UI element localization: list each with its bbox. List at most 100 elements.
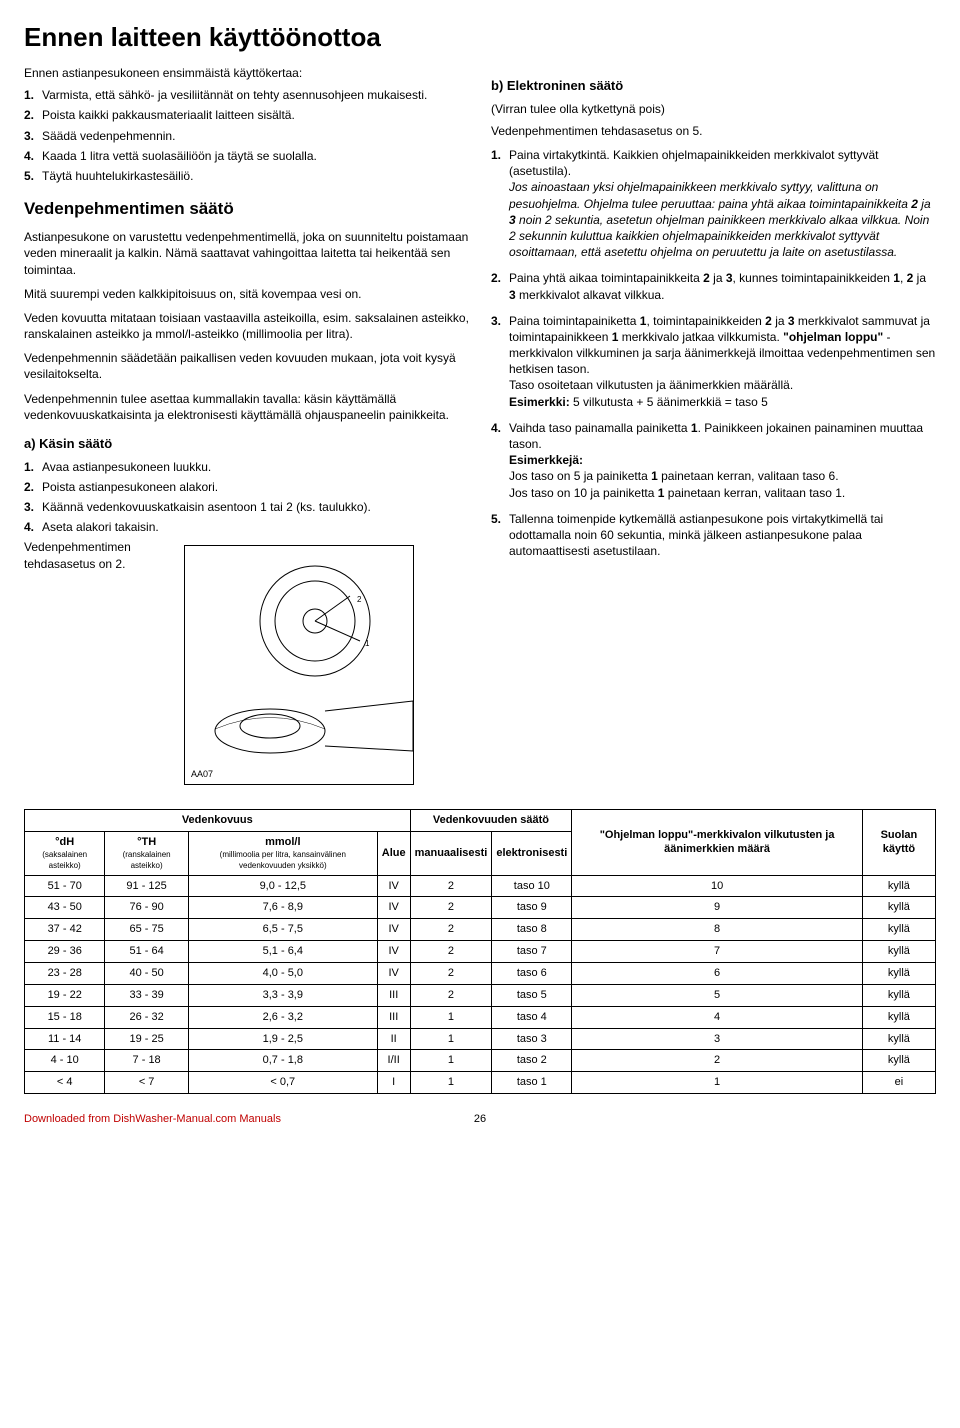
table-cell: IV — [377, 941, 410, 963]
table-cell: 2 — [410, 897, 492, 919]
page-number: 26 — [474, 1112, 486, 1127]
table-cell: < 0,7 — [188, 1072, 377, 1094]
table-cell: 2 — [410, 962, 492, 984]
content-columns: Ennen astianpesukoneen ensimmäistä käytt… — [24, 65, 936, 785]
table-cell: 5 — [572, 984, 863, 1006]
th-th: °TH(ranskalainen asteikko) — [105, 832, 188, 875]
table-row: 19 - 2233 - 393,3 - 3,9III2taso 55kyllä — [25, 984, 936, 1006]
table-cell: taso 4 — [492, 1006, 572, 1028]
table-cell: 43 - 50 — [25, 897, 105, 919]
table-cell: 1 — [410, 1050, 492, 1072]
table-cell: 3,3 - 3,9 — [188, 984, 377, 1006]
th-group-flashes: "Ohjelman loppu"-merkkivalon vilkutusten… — [572, 810, 863, 875]
table-cell: kyllä — [862, 1050, 935, 1072]
table-body: 51 - 7091 - 1259,0 - 12,5IV2taso 1010kyl… — [25, 875, 936, 1093]
step-text: Paina toimintapainiketta 1, toimintapain… — [509, 313, 936, 410]
table-cell: 2 — [410, 941, 492, 963]
step-num: 4. — [24, 519, 42, 535]
intro-text: Ennen astianpesukoneen ensimmäistä käytt… — [24, 65, 469, 81]
table-cell: kyllä — [862, 919, 935, 941]
step-num: 3. — [24, 128, 42, 144]
factory-setting-text: Vedenpehmentimen tehdasasetus on 2. — [24, 539, 174, 571]
th-manual: manuaalisesti — [410, 832, 492, 875]
table-cell: 7,6 - 8,9 — [188, 897, 377, 919]
table-cell: kyllä — [862, 1028, 935, 1050]
table-row: 4 - 107 - 180,7 - 1,8I/II1taso 22kyllä — [25, 1050, 936, 1072]
initial-steps-list: 1.Varmista, että sähkö- ja vesiliitännät… — [24, 87, 469, 184]
table-cell: 1 — [572, 1072, 863, 1094]
table-cell: 2,6 - 3,2 — [188, 1006, 377, 1028]
dial-illustration: 2 1 AA07 — [184, 545, 414, 785]
electronic-adjust-title: b) Elektroninen säätö — [491, 77, 936, 95]
table-cell: 10 — [572, 875, 863, 897]
left-column: Ennen astianpesukoneen ensimmäistä käytt… — [24, 65, 469, 785]
table-cell: < 7 — [105, 1072, 188, 1094]
step-num: 3. — [24, 499, 42, 515]
table-cell: 23 - 28 — [25, 962, 105, 984]
step-num: 2. — [24, 107, 42, 123]
table-cell: taso 9 — [492, 897, 572, 919]
table-cell: taso 3 — [492, 1028, 572, 1050]
step-text: Aseta alakori takaisin. — [42, 519, 469, 535]
table-cell: taso 2 — [492, 1050, 572, 1072]
step-text: Paina virtakytkintä. Kaikkien ohjelmapai… — [509, 147, 936, 260]
th-dh: °dH(saksalainen asteikko) — [25, 832, 105, 875]
step-num: 4. — [491, 420, 509, 501]
th-area: Alue — [377, 832, 410, 875]
step-num: 4. — [24, 148, 42, 164]
table-cell: 4 — [572, 1006, 863, 1028]
softener-p4: Vedenpehmennin säädetään paikallisen ved… — [24, 350, 469, 382]
table-cell: 7 - 18 — [105, 1050, 188, 1072]
table-row: < 4< 7< 0,7I1taso 11ei — [25, 1072, 936, 1094]
right-column: b) Elektroninen säätö (Virran tulee olla… — [491, 65, 936, 785]
step-text: Poista astianpesukoneen alakori. — [42, 479, 469, 495]
electronic-sub: (Virran tulee olla kytkettynä pois) — [491, 101, 936, 117]
table-cell: taso 5 — [492, 984, 572, 1006]
table-cell: 8 — [572, 919, 863, 941]
softener-p1: Astianpesukone on varustettu vedenpehmen… — [24, 229, 469, 278]
th-electronic: elektronisesti — [492, 832, 572, 875]
table-cell: kyllä — [862, 1006, 935, 1028]
table-cell: 3 — [572, 1028, 863, 1050]
hardness-table: Vedenkovuus Vedenkovuuden säätö "Ohjelma… — [24, 809, 936, 1094]
svg-text:2: 2 — [357, 595, 362, 604]
step-text: Vaihda taso painamalla painiketta 1. Pai… — [509, 420, 936, 501]
table-cell: < 4 — [25, 1072, 105, 1094]
table-cell: 6,5 - 7,5 — [188, 919, 377, 941]
table-cell: 26 - 32 — [105, 1006, 188, 1028]
table-cell: IV — [377, 875, 410, 897]
table-cell: 37 - 42 — [25, 919, 105, 941]
th-group-hardness: Vedenkovuus — [25, 810, 411, 832]
table-cell: I — [377, 1072, 410, 1094]
table-cell: IV — [377, 897, 410, 919]
step-text: Tallenna toimenpide kytkemällä astianpes… — [509, 511, 936, 560]
dial-svg: 2 1 — [185, 546, 413, 784]
table-cell: I/II — [377, 1050, 410, 1072]
table-cell: kyllä — [862, 984, 935, 1006]
table-cell: ei — [862, 1072, 935, 1094]
page-title: Ennen laitteen käyttöönottoa — [24, 20, 936, 55]
table-cell: 9,0 - 12,5 — [188, 875, 377, 897]
table-row: 43 - 5076 - 907,6 - 8,9IV2taso 99kyllä — [25, 897, 936, 919]
download-link[interactable]: Downloaded from DishWasher-Manual.com Ma… — [24, 1112, 281, 1127]
step-num: 3. — [491, 313, 509, 410]
table-cell: taso 7 — [492, 941, 572, 963]
table-cell: IV — [377, 962, 410, 984]
step-num: 1. — [24, 87, 42, 103]
th-mmol: mmol/l(millimoolia per litra, kansainväl… — [188, 832, 377, 875]
th-group-adjust: Vedenkovuuden säätö — [410, 810, 572, 832]
step-text: Täytä huuhtelukirkastesäiliö. — [42, 168, 469, 184]
table-cell: 15 - 18 — [25, 1006, 105, 1028]
step-text: Käännä vedenkovuuskatkaisin asentoon 1 t… — [42, 499, 469, 515]
table-cell: 2 — [410, 919, 492, 941]
step-num: 1. — [491, 147, 509, 260]
table-cell: 2 — [410, 875, 492, 897]
step-text: Varmista, että sähkö- ja vesiliitännät o… — [42, 87, 469, 103]
table-cell: II — [377, 1028, 410, 1050]
table-cell: 7 — [572, 941, 863, 963]
manual-adjust-title: a) Käsin säätö — [24, 435, 469, 453]
table-cell: 4,0 - 5,0 — [188, 962, 377, 984]
table-cell: 11 - 14 — [25, 1028, 105, 1050]
table-cell: 91 - 125 — [105, 875, 188, 897]
table-cell: kyllä — [862, 875, 935, 897]
